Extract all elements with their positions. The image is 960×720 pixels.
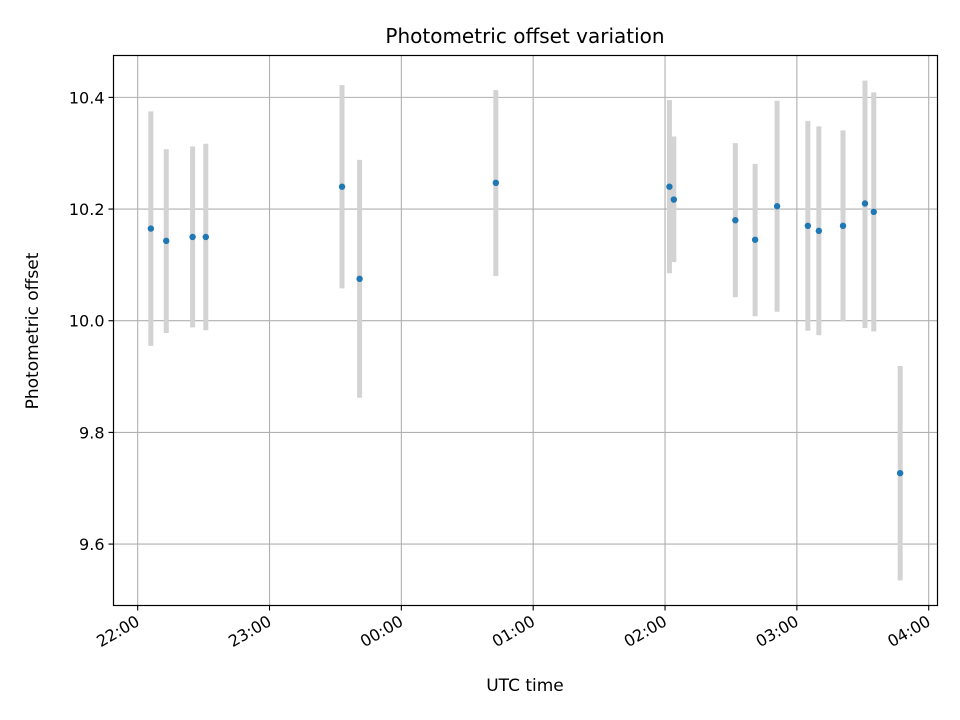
data-point [670,196,678,203]
data-point [839,222,847,230]
y-tick-label: 10.0 [69,312,105,331]
data-point [861,200,869,207]
data-point [666,183,673,190]
data-point [202,233,209,241]
y-axis-label: Photometric offset [23,252,43,409]
data-point [773,203,781,210]
y-axis: 9.6 9.8 10.0 10.2 10.4 [69,88,114,554]
data-point [815,227,823,235]
data-point [189,233,196,241]
data-point [147,225,155,232]
data-point [896,469,904,477]
y-tick-label: 9.6 [79,535,104,554]
y-tick-label: 10.2 [69,200,105,219]
plot-frame [112,54,939,607]
x-axis-label: UTC time [486,676,564,696]
y-tick-label: 10.4 [69,88,105,107]
data-point [751,236,759,243]
data-point [732,217,739,224]
data-point [338,183,346,190]
data-point [870,208,877,216]
data-points [147,179,904,477]
grid [113,55,938,606]
data-point [356,275,363,283]
data-point [804,222,812,230]
data-point [163,237,170,245]
data-point [492,179,500,187]
y-tick-label: 9.8 [79,423,104,442]
chart-title: Photometric offset variation [385,24,664,48]
